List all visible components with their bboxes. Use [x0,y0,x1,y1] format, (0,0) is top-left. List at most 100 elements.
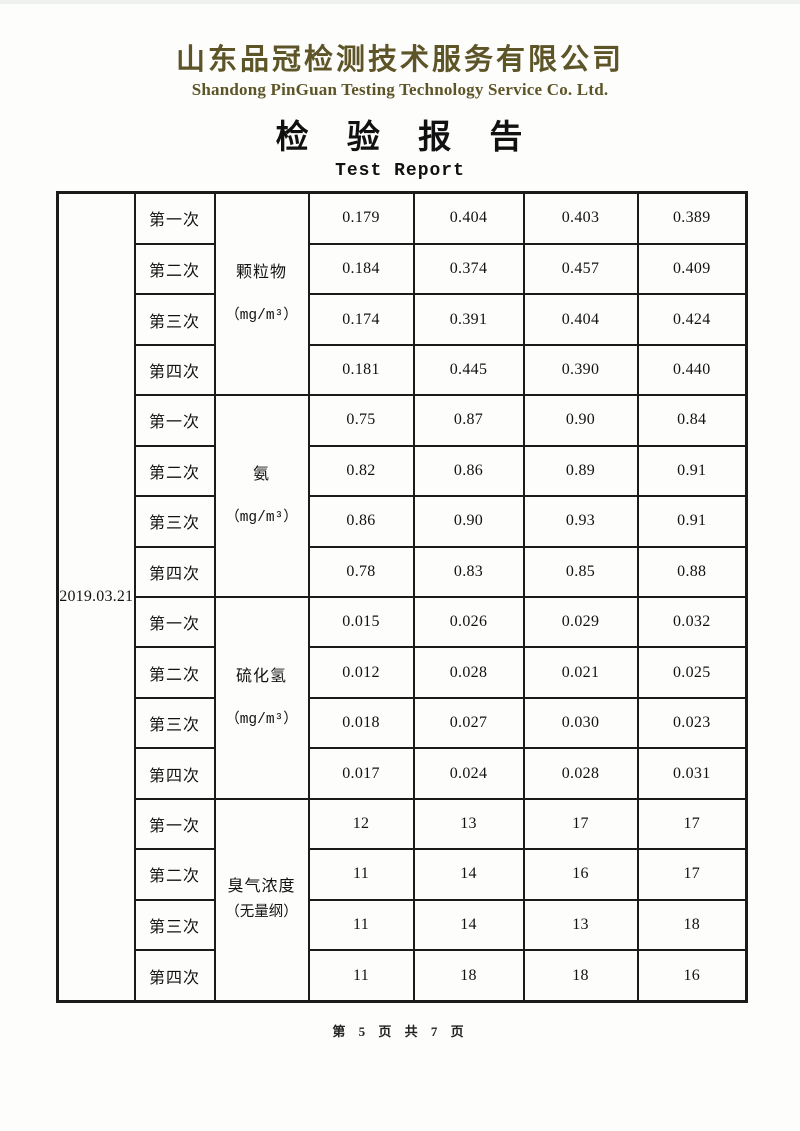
measurement-value-cell: 17 [636,797,748,851]
table-row: 第二次 0.012 0.028 0.021 0.025 [58,646,748,699]
trial-number-cell: 第一次 [133,191,216,245]
table-row: 第二次 11 14 16 17 [58,848,748,901]
trial-number-cell: 第二次 [133,444,216,498]
measurement-value-cell: 12 [307,797,415,851]
measurement-value-cell: 0.025 [636,646,748,699]
parameter-unit: （mg/m³） [225,711,298,728]
report-title-en: Test Report [335,161,465,181]
measurement-value-cell: 17 [636,848,748,901]
measurement-value-cell: 0.028 [412,646,525,699]
measurement-value-cell: 0.404 [412,191,525,245]
parameter-name: 氨 [252,466,270,484]
trial-number-cell: 第一次 [133,595,216,649]
test-results-table: 2019.03.21 第一次 颗粒物 （mg/m³） 0.179 0.404 0.403 0.… [56,191,748,1003]
measurement-value-cell: 0.027 [412,696,525,750]
trial-number-cell: 第三次 [133,495,216,548]
measurement-value-cell: 11 [307,898,415,952]
measurement-value-cell: 0.90 [412,495,525,548]
trial-number-cell: 第二次 [133,646,216,699]
measurement-value-cell: 0.017 [307,747,415,800]
measurement-value-cell: 0.012 [307,646,415,699]
measurement-value-cell: 0.389 [636,191,748,245]
measurement-value-cell: 18 [412,949,525,1003]
measurement-value-cell: 0.87 [412,394,525,447]
measurement-value-cell: 16 [636,949,748,1003]
measurement-value-cell: 0.391 [412,293,525,346]
trial-number-cell: 第四次 [133,343,216,397]
report-header: 山东品冠检测技术服务有限公司 Shandong PinGuan Testing … [0,42,800,183]
parameter-cell: 臭气浓度 （无量纲） [213,797,310,1003]
measurement-value-cell: 0.457 [522,242,639,296]
table-row: 第四次 0.78 0.83 0.85 0.88 [58,545,748,598]
report-table-body: 2019.03.21 第一次 颗粒物 （mg/m³） 0.179 0.404 0.403 0.… [56,191,748,1003]
trial-number-cell: 第一次 [133,394,216,447]
table-row: 第二次 0.82 0.86 0.89 0.91 [58,444,748,498]
measurement-value-cell: 0.032 [636,595,748,649]
measurement-value-cell: 11 [307,949,415,1003]
measurement-value-cell: 11 [307,848,415,901]
measurement-value-cell: 0.424 [636,293,748,346]
measurement-value-cell: 0.184 [307,242,415,296]
measurement-value-cell: 0.83 [412,545,525,598]
measurement-value-cell: 0.82 [307,444,415,498]
measurement-value-cell: 0.86 [412,444,525,498]
trial-number-cell: 第三次 [133,293,216,346]
table-row: 第一次 臭气浓度 （无量纲） 12 13 17 17 [58,797,748,1003]
sampling-date-cell: 2019.03.21 [56,191,136,1003]
measurement-value-cell: 0.026 [412,595,525,649]
measurement-value-cell: 0.023 [636,696,748,750]
measurement-value-cell: 14 [412,898,525,952]
table-row: 第四次 0.017 0.024 0.028 0.031 [58,747,748,800]
measurement-value-cell: 0.93 [522,495,639,548]
measurement-value-cell: 0.015 [307,595,415,649]
table-row: 第四次 0.181 0.445 0.390 0.440 [58,343,748,397]
company-name-en: Shandong PinGuan Testing Technology Serv… [191,80,609,99]
measurement-value-cell: 0.403 [522,191,639,245]
measurement-value-cell: 0.85 [522,545,639,598]
table-row: 第三次 0.86 0.90 0.93 0.91 [58,495,748,548]
measurement-value-cell: 0.390 [522,343,639,397]
table-row: 第一次氨（mg/m³） 0.75 0.87 0.90 0.84 [58,394,748,598]
parameter-unit: （无量纲） [225,905,298,922]
trial-number-cell: 第二次 [133,848,216,901]
measurement-value-cell: 0.374 [412,242,525,296]
measurement-value-cell: 0.179 [307,191,415,245]
measurement-value-cell: 0.84 [636,394,748,447]
measurement-value-cell: 0.404 [522,293,639,346]
table-row: 第四次 11 18 18 16 [58,949,748,1003]
report-title-cn: 检 验 报 告 [275,120,525,156]
measurement-value-cell: 0.030 [522,696,639,750]
measurement-value-cell: 14 [412,848,525,901]
table-row: 2019.03.21 第一次 颗粒物 （mg/m³） 0.179 0.404 0.403 0.… [56,191,748,1003]
trial-number-cell: 第四次 [133,949,216,1003]
table-row: 第三次 11 14 13 18 [58,898,748,952]
measurement-value-cell: 0.024 [412,747,525,800]
scan-edge-artifact [0,0,800,4]
measurement-value-cell: 0.031 [636,747,748,800]
trial-number-cell: 第一次 [133,797,216,851]
trial-number-cell: 第三次 [133,696,216,750]
measurement-value-cell: 18 [636,898,748,952]
parameter-name: 硫化氢 [235,667,287,685]
measurement-value-cell: 0.409 [636,242,748,296]
measurement-value-cell: 0.88 [636,545,748,598]
measurement-value-cell: 17 [522,797,639,851]
measurement-value-cell: 0.86 [307,495,415,548]
trial-number-cell: 第三次 [133,898,216,952]
measurement-value-cell: 0.029 [522,595,639,649]
page-number-footer: 第 5 页 共 7 页 [332,1024,468,1039]
measurement-value-cell: 0.021 [522,646,639,699]
table-row: 第三次 0.174 0.391 0.404 0.424 [58,293,748,346]
parameter-name: 颗粒物 [235,264,287,282]
measurement-value-cell: 13 [522,898,639,952]
measurement-value-cell: 0.174 [307,293,415,346]
measurement-value-cell: 0.181 [307,343,415,397]
measurement-value-cell: 0.018 [307,696,415,750]
parameter-cell: 硫化氢 （mg/m³） [213,595,310,800]
table-row: 第二次 0.184 0.374 0.457 0.409 [58,242,748,296]
trial-number-cell: 第四次 [133,747,216,800]
measurement-value-cell: 0.89 [522,444,639,498]
company-name-cn: 山东品冠检测技术服务有限公司 [175,44,624,76]
measurement-value-cell: 0.90 [522,394,639,447]
